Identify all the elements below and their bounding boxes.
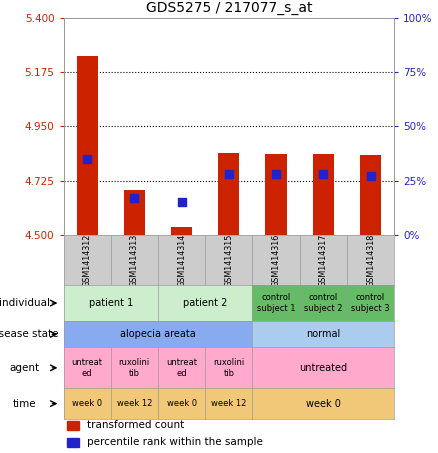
Text: GSM1414316: GSM1414316 (272, 233, 281, 287)
Text: GSM1414318: GSM1414318 (366, 233, 375, 287)
Point (178, 199, 185, 206)
Text: alopecia areata: alopecia areata (120, 329, 196, 339)
Point (367, 173, 374, 180)
Text: individual: individual (0, 298, 49, 308)
Text: time: time (12, 399, 36, 409)
Bar (360, 155, 381, 235)
Text: control
subject 2: control subject 2 (304, 294, 343, 313)
Text: GSM1414315: GSM1414315 (224, 233, 233, 287)
Text: week 12: week 12 (211, 399, 247, 408)
Point (84, 155, 91, 163)
Bar (171, 226, 192, 235)
Text: week 0: week 0 (166, 399, 197, 408)
Bar (124, 190, 145, 235)
Text: week 0: week 0 (306, 399, 341, 409)
Text: control
subject 3: control subject 3 (351, 294, 390, 313)
Text: patient 2: patient 2 (183, 298, 227, 308)
Bar (67, 438, 79, 447)
Text: GSM1414312: GSM1414312 (83, 233, 92, 287)
Bar (218, 153, 240, 235)
Point (225, 171, 232, 178)
Bar (265, 154, 287, 235)
Text: GSM1414314: GSM1414314 (177, 233, 186, 287)
Text: patient 1: patient 1 (88, 298, 133, 308)
Text: untreat
ed: untreat ed (72, 358, 102, 377)
Text: GSM1414317: GSM1414317 (319, 233, 328, 287)
Text: week 0: week 0 (72, 399, 102, 408)
Text: transformed count: transformed count (87, 420, 184, 430)
Text: percentile rank within the sample: percentile rank within the sample (87, 438, 262, 448)
Text: normal: normal (306, 329, 340, 339)
Text: GSM1414313: GSM1414313 (130, 233, 139, 287)
Text: ruxolini
tib: ruxolini tib (119, 358, 150, 377)
Text: agent: agent (9, 363, 39, 373)
Text: untreat
ed: untreat ed (166, 358, 197, 377)
Bar (313, 154, 334, 235)
Point (320, 171, 327, 178)
Text: week 12: week 12 (117, 399, 152, 408)
Bar (67, 421, 79, 430)
Text: disease state: disease state (0, 329, 59, 339)
Text: untreated: untreated (299, 363, 347, 373)
Point (272, 171, 279, 178)
Title: GDS5275 / 217077_s_at: GDS5275 / 217077_s_at (145, 1, 312, 15)
Point (131, 194, 138, 202)
Bar (77, 56, 98, 235)
Text: ruxolini
tib: ruxolini tib (213, 358, 244, 377)
Text: control
subject 1: control subject 1 (257, 294, 295, 313)
